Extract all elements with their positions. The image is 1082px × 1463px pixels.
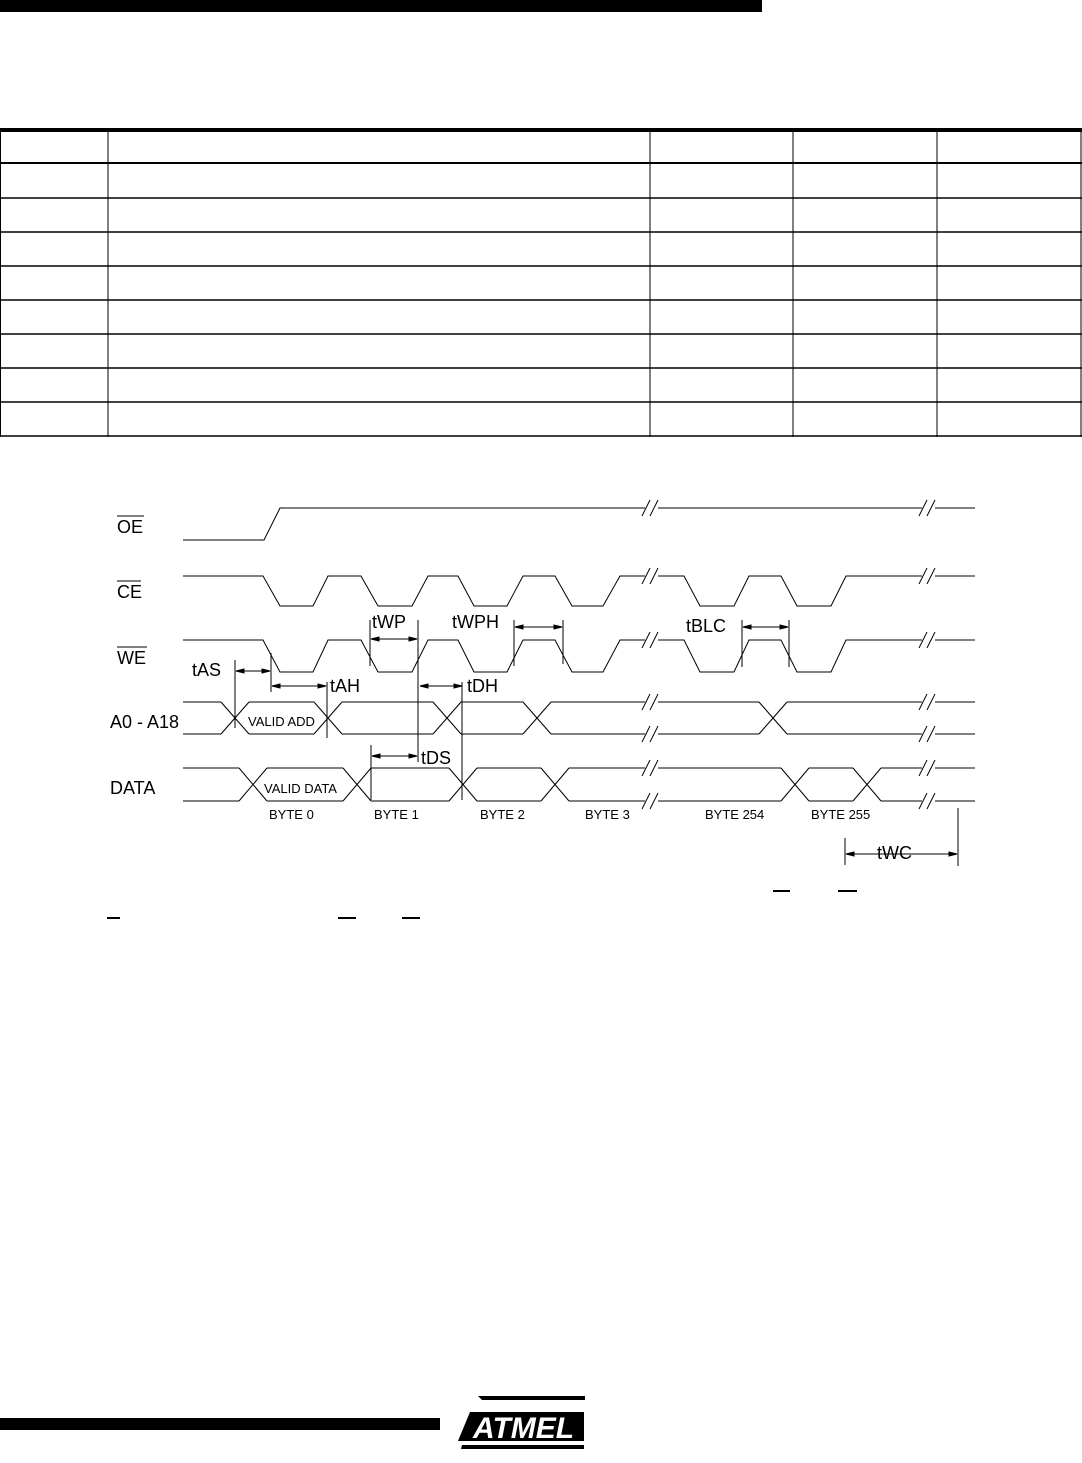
valid-data-label: VALID DATA	[264, 781, 337, 796]
break-mark	[918, 693, 928, 711]
break-mark	[926, 567, 936, 585]
arrowhead	[779, 624, 789, 630]
footer-bar	[0, 1418, 440, 1430]
address-bus-transition	[758, 701, 788, 735]
data-bus-transition	[540, 767, 570, 802]
address-bus-transition	[313, 701, 343, 735]
data-bus-transition	[448, 767, 478, 802]
byte-label: BYTE 0	[269, 807, 314, 822]
break-mark	[641, 567, 651, 585]
break-mark	[926, 759, 936, 777]
signal-label-ce: CE	[117, 582, 142, 602]
timing-twc: tWC	[877, 843, 912, 863]
table-header-rule	[0, 162, 1082, 164]
signal-label-we: WE	[117, 648, 146, 668]
break-mark	[649, 792, 659, 810]
arrowhead	[317, 683, 327, 689]
address-bus-transition	[432, 701, 462, 735]
break-mark	[641, 693, 651, 711]
break-mark	[918, 725, 928, 743]
break-mark	[649, 631, 659, 649]
timing-twph: tWPH	[452, 612, 499, 632]
arrowhead	[845, 851, 855, 857]
arrowhead	[370, 636, 380, 642]
svg-text:ATMEL: ATMEL	[472, 1412, 574, 1445]
signal-label-oe: OE	[117, 517, 143, 537]
break-mark	[926, 631, 936, 649]
break-mark	[649, 725, 659, 743]
arrowhead	[408, 753, 418, 759]
ce-waveform	[183, 575, 645, 607]
atmel-logo: ATMEL	[458, 1396, 585, 1449]
byte-label: BYTE 2	[480, 807, 525, 822]
we-waveform	[658, 639, 922, 673]
break-mark	[641, 792, 651, 810]
timing-tblc: tBLC	[686, 616, 726, 636]
arrowhead	[553, 624, 563, 630]
arrowhead	[453, 683, 463, 689]
byte-label: BYTE 255	[811, 807, 870, 822]
timing-twp: tWP	[372, 612, 406, 632]
arrowhead	[419, 683, 429, 689]
timing-tdh: tDH	[467, 676, 498, 696]
break-mark	[918, 792, 928, 810]
table-top-rule	[0, 128, 1082, 132]
data-bus-transition	[342, 767, 372, 802]
timing-table	[0, 128, 1082, 437]
arrowhead	[408, 636, 418, 642]
note-overlines	[107, 890, 857, 919]
timing-tas: tAS	[192, 660, 221, 680]
header-bar	[0, 0, 762, 12]
break-mark	[641, 725, 651, 743]
break-mark	[649, 693, 659, 711]
break-mark	[649, 567, 659, 585]
timing-tah: tAH	[330, 676, 360, 696]
break-mark	[918, 631, 928, 649]
break-mark	[641, 759, 651, 777]
arrowhead	[948, 851, 958, 857]
arrowhead	[371, 753, 381, 759]
data-bus-transition	[780, 767, 810, 802]
signal-label-data: DATA	[110, 778, 155, 798]
signal-label-address: A0 - A18	[110, 712, 179, 732]
break-mark	[918, 759, 928, 777]
break-mark	[926, 499, 936, 517]
break-mark	[649, 759, 659, 777]
arrowhead	[742, 624, 752, 630]
timing-tds: tDS	[421, 748, 451, 768]
we-waveform	[183, 639, 645, 673]
ce-waveform	[658, 575, 922, 607]
break-mark	[649, 499, 659, 517]
byte-label: BYTE 254	[705, 807, 764, 822]
break-mark	[926, 693, 936, 711]
valid-address-label: VALID ADD	[248, 714, 315, 729]
arrowhead	[235, 668, 245, 674]
data-bus-transition	[852, 767, 882, 802]
break-mark	[926, 792, 936, 810]
break-mark	[918, 499, 928, 517]
address-bus-transition	[522, 701, 552, 735]
break-mark	[926, 725, 936, 743]
oe-waveform	[183, 507, 645, 541]
arrowhead	[271, 683, 281, 689]
page-write-timing-diagram	[183, 499, 975, 866]
break-mark	[918, 567, 928, 585]
byte-label: BYTE 3	[585, 807, 630, 822]
data-bus-transition	[238, 767, 268, 802]
break-mark	[641, 631, 651, 649]
arrowhead	[261, 668, 271, 674]
byte-label: BYTE 1	[374, 807, 419, 822]
arrowhead	[514, 624, 524, 630]
break-mark	[641, 499, 651, 517]
